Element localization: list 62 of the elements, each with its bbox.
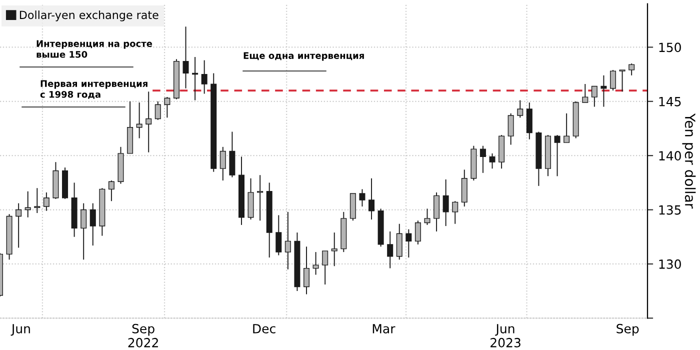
candlestick xyxy=(154,100,161,120)
candlestick xyxy=(591,86,598,108)
y-tick-label: 145 xyxy=(659,97,681,106)
candlestick xyxy=(396,223,402,260)
candlestick xyxy=(461,169,468,208)
candlestick xyxy=(90,202,96,246)
y-tick-label: 130 xyxy=(659,259,681,269)
candlestick xyxy=(387,230,394,269)
y-tick-label: 135 xyxy=(659,205,681,215)
candlestick xyxy=(34,188,40,214)
candlestick xyxy=(619,69,626,92)
candlestick xyxy=(276,214,282,256)
candlestick xyxy=(359,188,366,208)
candlestick xyxy=(628,62,635,76)
candlestick xyxy=(452,200,458,224)
candlestick xyxy=(312,252,319,276)
candlestick xyxy=(16,202,22,248)
candlestick xyxy=(182,26,189,89)
candlestick xyxy=(489,152,496,170)
candlestick xyxy=(164,96,170,118)
annotation: Интервенция на росте выше 150 xyxy=(36,40,152,58)
candlestick xyxy=(442,178,449,227)
y-tick-label: 140 xyxy=(659,151,681,161)
candlestick xyxy=(517,100,524,118)
candlestick xyxy=(322,250,328,286)
annotation: Еще одна интервенция xyxy=(244,52,364,61)
x-tick-label: Sep xyxy=(616,324,639,336)
legend-label: Dollar-yen exchange rate xyxy=(20,10,158,22)
candlestick xyxy=(331,232,338,267)
candlestick xyxy=(508,112,514,146)
candlestick xyxy=(434,192,440,232)
candlestick xyxy=(284,211,291,270)
candlestick xyxy=(303,246,310,295)
candlestick xyxy=(24,190,31,218)
candlestick xyxy=(406,228,412,258)
candlestick xyxy=(229,131,236,178)
candlestick xyxy=(526,102,532,140)
candlestick xyxy=(554,134,560,177)
x-tick-label: Dec xyxy=(253,324,276,334)
candlestick xyxy=(610,69,616,92)
x-tick-label: Mar xyxy=(372,324,396,334)
candlestick xyxy=(43,192,50,212)
y-axis-title: Yen per dollar xyxy=(682,113,696,209)
candlestick xyxy=(220,146,226,181)
candlestick xyxy=(564,112,570,144)
x-tick-label: Jun 2023 xyxy=(490,324,520,348)
candlestick xyxy=(368,178,375,220)
candlestick xyxy=(600,74,607,108)
candlestick xyxy=(136,102,142,139)
candlestick xyxy=(257,174,264,222)
y-tick-label: 150 xyxy=(659,42,681,52)
candlestick xyxy=(582,84,588,103)
candlestick xyxy=(480,145,486,174)
x-tick-label: Sep 2022 xyxy=(128,324,158,348)
candlestick xyxy=(201,60,208,94)
annotation: Первая интервенция с 1998 года xyxy=(40,80,148,99)
candlestick xyxy=(414,220,421,245)
candlestick xyxy=(424,208,430,226)
candlestick xyxy=(108,180,114,202)
candlestick xyxy=(146,91,152,153)
candlestick xyxy=(80,202,87,260)
x-tick-label: Jun xyxy=(10,324,30,336)
